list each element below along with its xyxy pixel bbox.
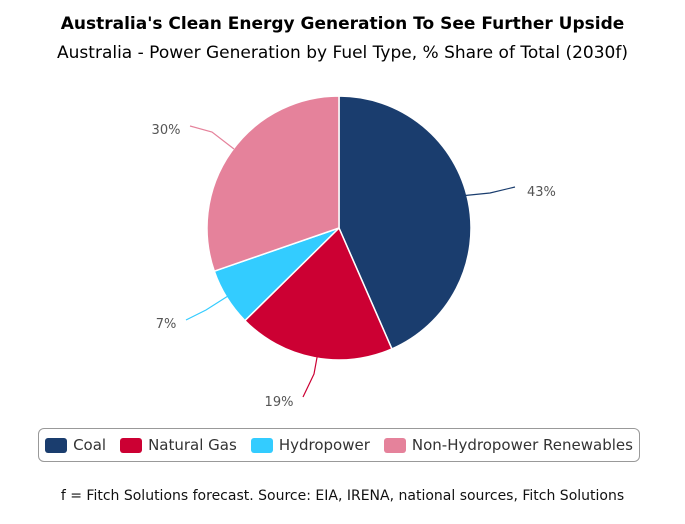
connector-renewables — [189, 125, 235, 150]
legend-swatch-renewables — [383, 437, 406, 453]
legend-item-hydropower[interactable]: Hydropower — [250, 436, 370, 454]
legend-swatch-natural-gas — [120, 437, 143, 453]
legend-item-natural-gas[interactable]: Natural Gas — [120, 436, 237, 454]
legend-label-natural-gas: Natural Gas — [148, 436, 237, 454]
chart-legend: Coal Natural Gas Hydropower Non-Hydropow… — [38, 428, 640, 462]
pie-slice-natural-gas[interactable] — [243, 226, 393, 361]
connector-coal — [459, 186, 516, 197]
legend-swatch-coal — [45, 437, 68, 453]
legend-swatch-hydropower — [250, 437, 273, 453]
data-label-hydropower: 7% — [156, 317, 177, 332]
legend-item-renewables[interactable]: Non-Hydropower Renewables — [383, 436, 633, 454]
legend-label-coal: Coal — [73, 436, 107, 454]
data-label-coal: 43% — [527, 185, 556, 200]
pie-slice-coal[interactable] — [338, 95, 472, 350]
connector-hydropower — [185, 295, 229, 321]
source-note: f = Fitch Solutions forecast. Source: EI… — [60, 488, 625, 504]
legend-label-hydropower: Hydropower — [278, 436, 370, 454]
chart-subtitle: Australia - Power Generation by Fuel Typ… — [57, 43, 628, 63]
chart-title: Australia's Clean Energy Generation To S… — [60, 14, 625, 34]
pie-slice-renewables[interactable] — [206, 95, 340, 273]
legend-item-coal[interactable]: Coal — [45, 436, 106, 454]
legend-label-renewables: Non-Hydropower Renewables — [411, 436, 633, 454]
connector-natural-gas — [302, 351, 319, 398]
data-label-natural-gas: 19% — [265, 395, 294, 410]
data-label-renewables: 30% — [152, 123, 181, 138]
